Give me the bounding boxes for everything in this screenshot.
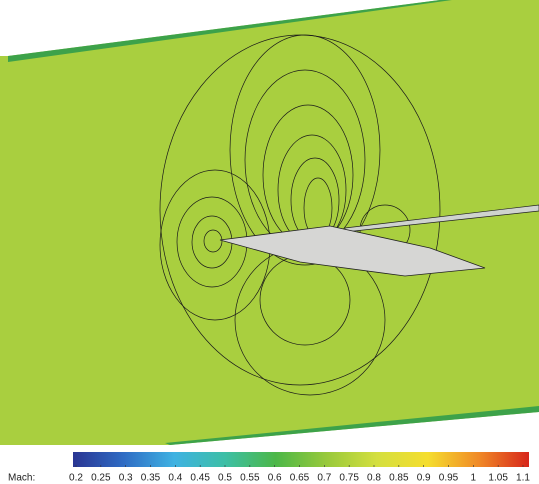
colorbar-tick-label: 0.95 (439, 473, 459, 484)
colorbar-tick-label: 0.6 (268, 473, 282, 484)
colorbar-tick-label: 1 (471, 473, 477, 484)
colorbar-tick-label: 1.05 (488, 473, 508, 484)
colorbar-tick-label: 0.45 (190, 473, 210, 484)
page: Mach: 0.2 0.25 0.3 0.35 0.4 0.45 0.5 0.55 0.6 0.6… (0, 0, 539, 484)
colorbar-tick-label: 0.5 (218, 473, 232, 484)
colorbar (73, 452, 529, 467)
colorbar-label: Mach: (8, 473, 35, 484)
colorbar-tick-label: 0.55 (240, 473, 260, 484)
colorbar-tick-label: 0.9 (417, 473, 431, 484)
colorbar-tick-label: 0.3 (119, 473, 133, 484)
colorbar-tick-label: 0.7 (317, 473, 331, 484)
colorbar-tick-label: 0.2 (69, 473, 83, 484)
colorbar-tick-label: 0.25 (91, 473, 111, 484)
domain (0, 0, 539, 445)
colorbar-tick-label: 0.75 (339, 473, 359, 484)
colorbar-tick-label: 1.1 (516, 473, 530, 484)
colorbar-tick-label: 0.35 (141, 473, 161, 484)
colorbar-tick-label: 0.85 (389, 473, 409, 484)
colorbar-tick-label: 0.8 (367, 473, 381, 484)
colorbar-tick-label: 0.4 (168, 473, 182, 484)
figure: Mach: 0.2 0.25 0.3 0.35 0.4 0.45 0.5 0.55 0.6 0.6… (0, 0, 539, 484)
colorbar-tick-label: 0.65 (290, 473, 310, 484)
flow-field (0, 0, 539, 445)
